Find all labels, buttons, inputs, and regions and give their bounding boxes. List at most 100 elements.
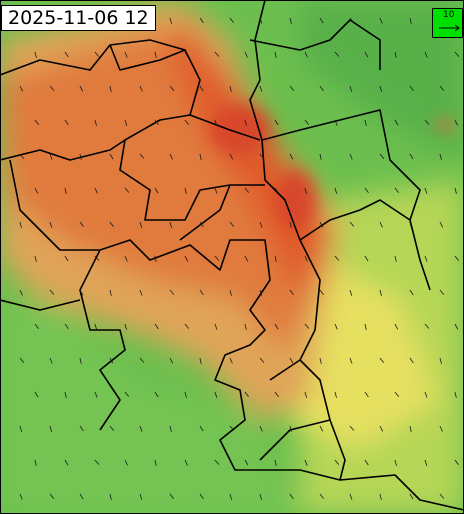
- wind-arrow: [424, 323, 430, 329]
- wind-arrow: [139, 85, 143, 92]
- wind-arrow: [454, 51, 460, 57]
- wind-arrow: [274, 51, 277, 58]
- wind-arrow: [394, 255, 397, 262]
- wind-arrow: [454, 187, 457, 194]
- wind-arrow: [229, 85, 232, 92]
- wind-arrow: [244, 391, 249, 397]
- wind-arrow: [289, 153, 294, 160]
- wind-arrow: [424, 187, 428, 194]
- wind-arrow: [319, 153, 322, 160]
- wind-arrow: [64, 391, 67, 398]
- wind-arrow: [214, 459, 220, 465]
- wind-arrow: [184, 255, 189, 262]
- wind-arrow: [64, 187, 67, 194]
- wind-arrow: [49, 153, 53, 160]
- wind-arrow: [274, 323, 279, 330]
- wind-arrow: [409, 85, 414, 92]
- wind-arrow: [364, 391, 369, 398]
- wind-arrow: [109, 289, 112, 296]
- wind-arrow: [349, 357, 353, 364]
- wind-arrow: [379, 221, 383, 228]
- wind-arrow: [274, 119, 279, 126]
- wind-arrow: [19, 289, 23, 296]
- wind-arrow: [319, 357, 322, 364]
- wind-arrow: [394, 119, 399, 126]
- wind-arrow: [154, 459, 157, 466]
- wind-arrow: [229, 425, 235, 431]
- wind-arrow: [334, 51, 340, 57]
- wind-arrow: [439, 357, 442, 364]
- wind-arrows: [19, 17, 460, 500]
- wind-arrow: [34, 323, 39, 329]
- wind-arrow: [124, 459, 128, 466]
- wind-arrow: [34, 119, 40, 125]
- wind-arrow: [454, 323, 459, 330]
- wind-arrow: [304, 119, 310, 125]
- wind-arrow: [154, 255, 157, 262]
- wind-arrow: [439, 85, 445, 91]
- wind-arrow: [94, 391, 98, 398]
- wind-arrow: [214, 255, 220, 261]
- wind-arrow: [79, 153, 82, 160]
- wind-arrow: [184, 119, 189, 125]
- wind-arrow: [109, 85, 112, 92]
- wind-arrow: [169, 493, 174, 499]
- wind-arrow: [274, 391, 279, 398]
- wind-arrow: [169, 153, 173, 160]
- wind-scale-label: 10: [443, 10, 455, 20]
- wind-arrow: [19, 221, 22, 228]
- wind-arrow: [349, 85, 353, 92]
- wind-arrow: [454, 459, 459, 465]
- wind-arrow: [124, 391, 130, 397]
- wind-arrow: [439, 289, 445, 295]
- wind-arrow: [19, 357, 25, 363]
- wind-arrow: [94, 51, 100, 57]
- wind-arrow: [304, 391, 308, 398]
- wind-arrow: [49, 221, 53, 228]
- wind-arrow: [364, 255, 369, 262]
- wind-arrow: [289, 289, 294, 296]
- wind-arrow: [454, 391, 457, 398]
- wind-arrow: [94, 459, 100, 465]
- wind-arrow: [139, 493, 143, 500]
- wind-arrow: [409, 289, 414, 296]
- wind-arrow: [439, 493, 445, 499]
- wind-arrow: [454, 119, 458, 126]
- wind-arrow: [19, 425, 23, 432]
- wind-arrow: [394, 323, 399, 330]
- wind-arrow: [124, 323, 127, 330]
- wind-arrow: [34, 391, 39, 398]
- wind-arrow: [304, 187, 307, 194]
- wind-arrow: [304, 51, 308, 58]
- wind-arrow: [64, 119, 69, 126]
- wind-arrow: [94, 255, 100, 261]
- wind-arrow: [34, 187, 39, 194]
- wind-arrow: [199, 289, 204, 296]
- wind-arrow: [49, 425, 53, 432]
- legend-arrow: [439, 24, 460, 32]
- wind-arrow: [259, 85, 263, 92]
- wind-arrow: [259, 357, 265, 363]
- wind-arrow: [304, 459, 308, 466]
- wind-arrow: [199, 221, 204, 228]
- wind-arrow: [229, 357, 233, 364]
- wind-arrow: [184, 187, 187, 194]
- wind-arrow: [379, 153, 385, 159]
- wind-arrow: [154, 119, 159, 126]
- wind-arrow: [139, 153, 145, 159]
- wind-arrow: [409, 493, 414, 500]
- wind-arrow: [319, 17, 324, 24]
- wind-arrow: [79, 85, 84, 92]
- wind-arrow: [454, 255, 460, 261]
- wind-arrow: [439, 153, 442, 160]
- wind-arrow: [34, 51, 37, 58]
- wind-arrow: [94, 187, 98, 194]
- wind-arrow: [229, 493, 233, 500]
- wind-arrow: [109, 425, 115, 431]
- wind-arrow: [154, 323, 159, 330]
- wind-arrow: [19, 153, 25, 159]
- wind-arrow: [244, 187, 250, 193]
- wind-arrow: [184, 459, 188, 466]
